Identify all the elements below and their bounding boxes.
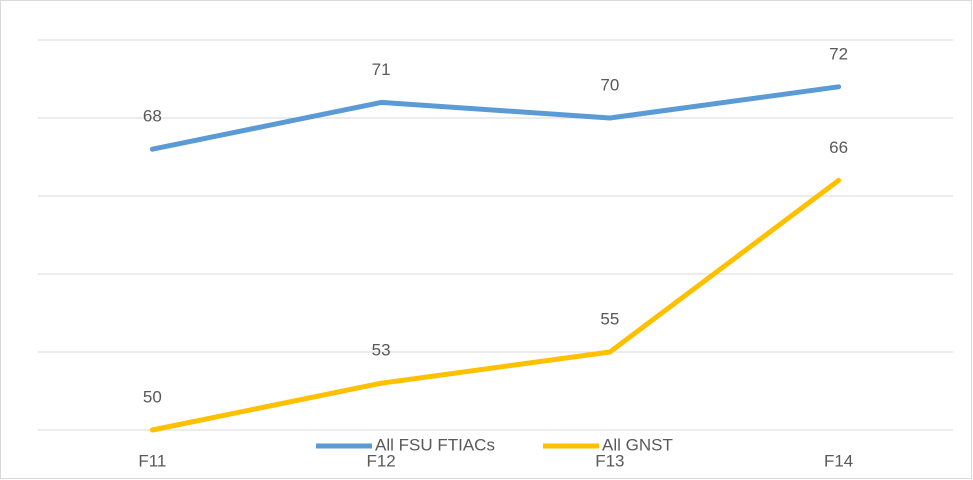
data-label: 71 [372,60,391,79]
data-label: 68 [143,107,162,126]
data-label: 66 [829,138,848,157]
x-tick-label: F14 [824,451,853,470]
data-label: 70 [600,75,619,94]
data-label: 55 [600,309,619,328]
data-label: 53 [372,341,391,360]
data-label: 50 [143,387,162,406]
data-label: 72 [829,44,848,63]
x-tick-label: F13 [595,451,624,470]
series-line [149,84,842,152]
legend-label: All GNST [602,435,673,454]
legend-label: All FSU FTIACs [375,435,495,454]
x-tick-label: F11 [138,451,166,470]
x-tick-label: F12 [366,451,395,470]
series-line [149,177,842,433]
